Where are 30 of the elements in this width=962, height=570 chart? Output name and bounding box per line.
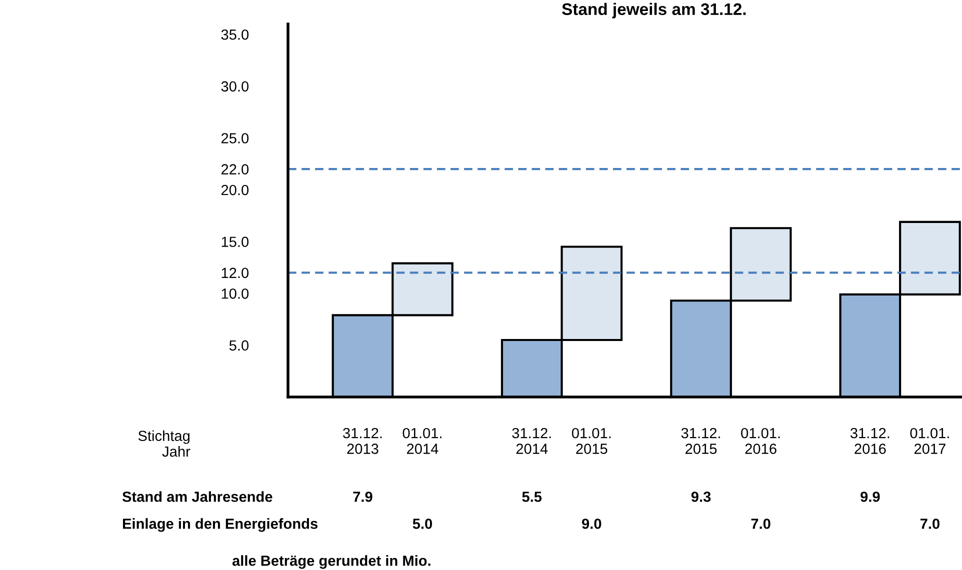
y-tick-label: 12.0 bbox=[222, 268, 249, 278]
x-tick-label: 01.01. 2014 bbox=[402, 428, 442, 454]
y-tick-label: 25.0 bbox=[221, 133, 249, 144]
data-label: 7.9 bbox=[353, 492, 372, 502]
text: Einlage in den Energiefonds bbox=[122, 518, 318, 532]
x-tick-label: 31.12. 2015 bbox=[681, 428, 720, 454]
data-label: 9.3 bbox=[691, 492, 711, 502]
x-axis-title: Stichtag Jahr bbox=[138, 430, 190, 457]
chart-title: Stand jeweils am 31.12. bbox=[562, 2, 746, 18]
x-tick-label: 31.12. 2016 bbox=[850, 428, 890, 454]
data-label: 5.5 bbox=[522, 492, 542, 502]
y-tick-label: 10.0 bbox=[222, 288, 249, 299]
x-tick-label: 01.01. 2017 bbox=[910, 428, 949, 454]
data-label: 7.0 bbox=[920, 518, 940, 529]
x-tick-label: 31.12. 2014 bbox=[512, 428, 551, 454]
y-tick-label: 5.0 bbox=[229, 340, 249, 351]
data-label: 5.0 bbox=[412, 518, 432, 529]
y-tick-label: 20.0 bbox=[221, 184, 249, 196]
y-tick-label: 30.0 bbox=[221, 81, 249, 92]
y-tick-label: 22.0 bbox=[221, 164, 249, 174]
text: Stand am Jahresende bbox=[122, 491, 272, 502]
y-tick-label: 35.0 bbox=[221, 29, 249, 40]
x-tick-label: 01.01. 2016 bbox=[741, 428, 780, 454]
x-tick-label: 31.12. 2013 bbox=[343, 428, 382, 454]
data-label: 9.9 bbox=[860, 492, 880, 502]
text: alle Beträge gerundet in Mio. bbox=[232, 555, 430, 569]
y-tick-label: 15.0 bbox=[222, 236, 249, 248]
x-tick-label: 01.01. 2015 bbox=[572, 428, 611, 454]
data-label: 9.0 bbox=[582, 518, 602, 529]
data-label: 7.0 bbox=[751, 518, 770, 529]
